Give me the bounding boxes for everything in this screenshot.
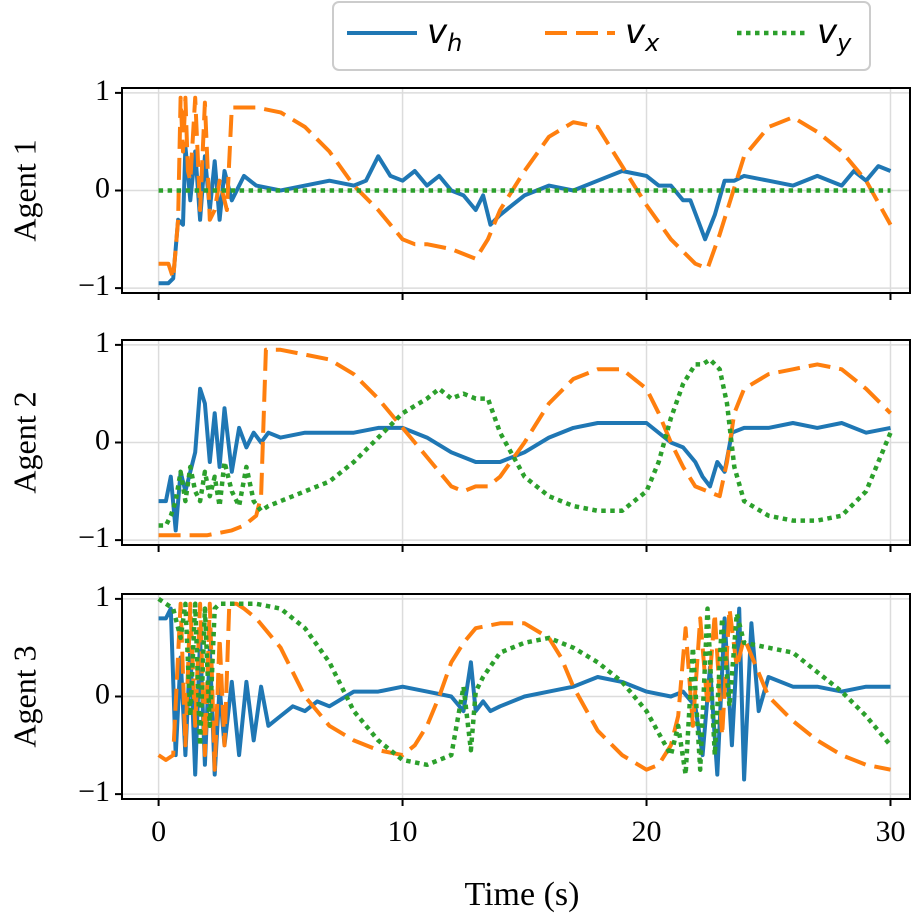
y-tick-label: −1 <box>78 775 110 808</box>
series-line-v_h <box>158 386 891 533</box>
legend: vh vx vy <box>332 1 871 71</box>
x-axis-label: Time (s) <box>465 876 580 913</box>
y-tick-label: 1 <box>95 326 110 359</box>
legend-label: vx <box>625 12 660 57</box>
legend-entry-v-h: vh <box>347 12 462 57</box>
legend-label: vy <box>817 12 852 57</box>
y-tick-label: −1 <box>78 521 110 554</box>
series-line-v_y <box>158 357 893 528</box>
legend-frame <box>332 1 871 71</box>
y-tick-label: 1 <box>95 74 110 107</box>
y-tick-label: 0 <box>95 171 110 204</box>
series-line-v_x <box>158 347 892 538</box>
series-line-v_x <box>158 95 893 281</box>
legend-entry-v-x: vx <box>545 12 660 57</box>
y-tick-label: −1 <box>78 269 110 302</box>
panel-agent-3: −1 0 1 Agent 3 <box>6 580 911 808</box>
panel-agent-2: −1 0 1 Agent 2 <box>6 326 911 554</box>
series-line-v_y <box>157 597 893 777</box>
x-tick-label: 30 <box>875 815 905 848</box>
y-axis-label: Agent 3 <box>6 645 42 747</box>
series-line-v_h <box>158 144 892 286</box>
y-tick-label: 0 <box>95 423 110 456</box>
x-tick-label: 0 <box>151 815 166 848</box>
x-tick-label: 20 <box>632 815 662 848</box>
legend-label: vh <box>427 12 462 57</box>
y-axis-label: Agent 1 <box>6 139 42 241</box>
legend-entry-v-y: vy <box>737 12 852 57</box>
chart-panels: −1 0 1 Agent 1 −1 0 1 Agent 2 −1 0 1 Agent 3 <box>6 74 911 808</box>
x-axis: 0 10 20 30 <box>151 815 905 848</box>
y-axis-label: Agent 2 <box>6 391 42 493</box>
y-tick-label: 1 <box>95 580 110 613</box>
series-line-v_x <box>157 601 891 772</box>
x-tick-label: 10 <box>388 815 418 848</box>
panel-agent-1: −1 0 1 Agent 1 <box>6 74 911 302</box>
y-tick-label: 0 <box>95 677 110 710</box>
